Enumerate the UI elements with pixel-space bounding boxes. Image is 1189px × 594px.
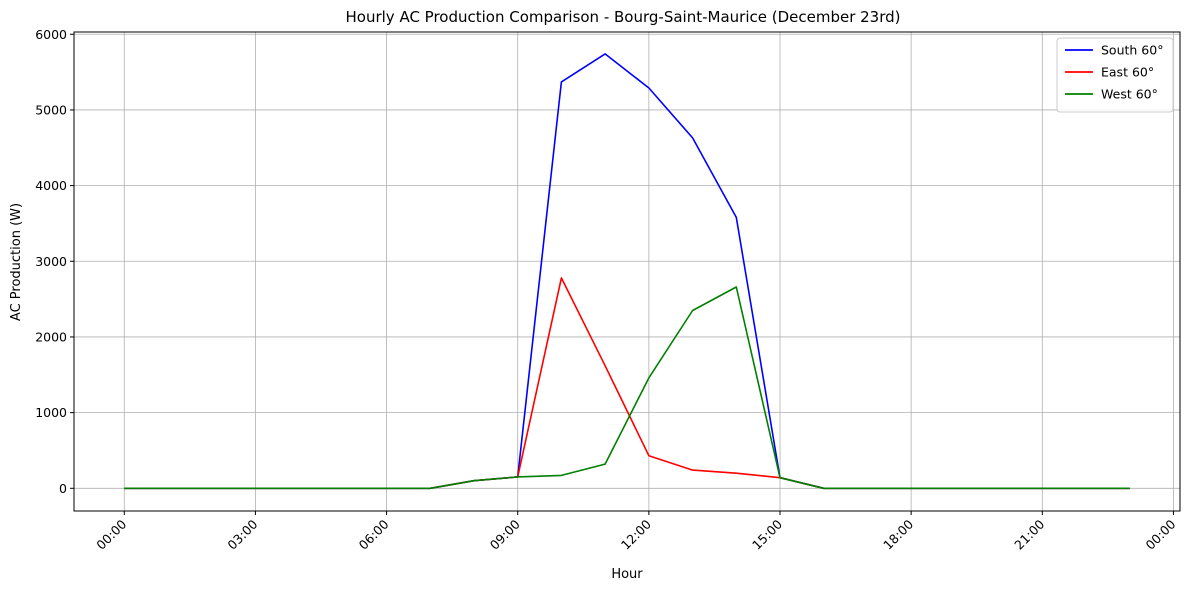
- x-tick-label: 18:00: [880, 516, 916, 552]
- series-line-south: [124, 53, 1130, 490]
- series-line-east: [124, 277, 1130, 490]
- y-tick-label: 0: [59, 481, 67, 496]
- series-line-west: [124, 286, 1130, 490]
- y-tick-label: 3000: [35, 254, 67, 269]
- x-tick-label: 06:00: [356, 516, 392, 552]
- legend: South 60° East 60° West 60°: [1056, 37, 1174, 113]
- x-tick-label: 12:00: [618, 516, 654, 552]
- plot-frame: [73, 31, 1181, 512]
- legend-label: South 60°: [1101, 43, 1163, 58]
- y-tick-label: 6000: [35, 27, 67, 42]
- x-tick-label: 21:00: [1011, 516, 1047, 552]
- y-tick-label: 4000: [35, 178, 67, 193]
- x-tick-label: 03:00: [224, 516, 260, 552]
- x-tick-label: 09:00: [487, 516, 523, 552]
- legend-label: East 60°: [1101, 65, 1154, 80]
- series-lines: [124, 53, 1130, 490]
- x-axis-label: Hour: [611, 567, 643, 582]
- y-tick-label: 2000: [35, 329, 67, 344]
- x-tick-label: 15:00: [749, 516, 785, 552]
- chart-title: Hourly AC Production Comparison - Bourg-…: [346, 8, 901, 26]
- axis-ticks: 0 1000 2000 3000 4000 5000 6000 00:00 03:00 06:00…: [35, 27, 1178, 553]
- x-tick-label: 00:00: [1142, 516, 1178, 552]
- grid-lines: [74, 32, 1180, 511]
- y-tick-label: 5000: [35, 102, 67, 117]
- legend-label: West 60°: [1101, 87, 1158, 102]
- x-tick-label: 00:00: [93, 516, 129, 552]
- y-tick-label: 1000: [35, 405, 67, 420]
- y-axis-label: AC Production (W): [9, 203, 24, 321]
